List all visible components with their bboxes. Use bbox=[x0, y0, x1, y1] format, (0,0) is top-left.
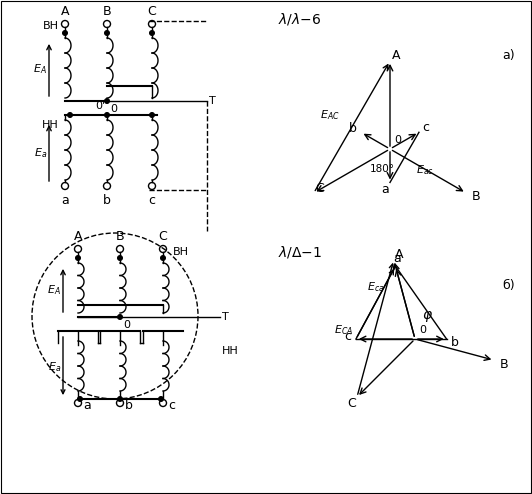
Text: c: c bbox=[344, 329, 352, 342]
Text: c: c bbox=[168, 399, 175, 412]
Text: A: A bbox=[395, 248, 403, 261]
Text: b: b bbox=[103, 194, 111, 207]
Text: B: B bbox=[115, 230, 124, 243]
Circle shape bbox=[78, 397, 82, 401]
Circle shape bbox=[63, 31, 68, 35]
Text: 0: 0 bbox=[110, 104, 117, 114]
Circle shape bbox=[161, 256, 165, 260]
Circle shape bbox=[105, 31, 109, 35]
Text: c: c bbox=[148, 194, 155, 207]
Text: $\varphi$: $\varphi$ bbox=[421, 310, 433, 325]
Text: a: a bbox=[381, 183, 389, 196]
Text: $\lambda/\lambda{-}6$: $\lambda/\lambda{-}6$ bbox=[278, 11, 321, 27]
Circle shape bbox=[105, 113, 109, 117]
Text: C: C bbox=[159, 230, 168, 243]
Circle shape bbox=[76, 256, 80, 260]
Text: T: T bbox=[209, 96, 216, 106]
Text: B: B bbox=[472, 191, 480, 204]
Text: C: C bbox=[347, 398, 356, 411]
Text: A: A bbox=[61, 5, 69, 18]
Text: a: a bbox=[83, 399, 91, 412]
Text: б): б) bbox=[502, 279, 515, 292]
Text: a: a bbox=[61, 194, 69, 207]
Text: A: A bbox=[74, 230, 82, 243]
Circle shape bbox=[149, 113, 154, 117]
Text: $E_a$: $E_a$ bbox=[48, 360, 61, 374]
Circle shape bbox=[118, 256, 122, 260]
Text: HH: HH bbox=[42, 120, 59, 130]
Circle shape bbox=[118, 397, 122, 401]
Text: 0: 0 bbox=[123, 320, 130, 330]
Text: $E_{ac}$: $E_{ac}$ bbox=[417, 164, 435, 177]
Text: b: b bbox=[349, 122, 357, 135]
Text: $\lambda/\Delta{-}1$: $\lambda/\Delta{-}1$ bbox=[278, 244, 322, 260]
Text: 0': 0' bbox=[95, 101, 105, 111]
Text: 0: 0 bbox=[394, 135, 401, 145]
Text: $E_{CA}$: $E_{CA}$ bbox=[334, 324, 353, 337]
Circle shape bbox=[68, 113, 72, 117]
Text: $E_{ca}$: $E_{ca}$ bbox=[367, 280, 385, 293]
Text: BH: BH bbox=[173, 247, 189, 257]
Text: 180°: 180° bbox=[370, 164, 395, 174]
Text: $E_A$: $E_A$ bbox=[47, 283, 61, 297]
Text: B: B bbox=[500, 358, 509, 370]
Circle shape bbox=[105, 99, 109, 103]
Text: $E_A$: $E_A$ bbox=[33, 63, 47, 77]
Text: C: C bbox=[315, 181, 324, 195]
Text: BH: BH bbox=[43, 21, 59, 31]
Text: a: a bbox=[394, 251, 401, 265]
Text: C: C bbox=[147, 5, 156, 18]
Text: $E_a$: $E_a$ bbox=[34, 146, 47, 160]
Circle shape bbox=[159, 397, 163, 401]
Text: b: b bbox=[125, 399, 133, 412]
Text: B: B bbox=[103, 5, 111, 18]
Text: a): a) bbox=[502, 49, 515, 62]
Text: HH: HH bbox=[222, 346, 239, 356]
Circle shape bbox=[118, 315, 122, 319]
Circle shape bbox=[149, 31, 154, 35]
Text: T: T bbox=[222, 312, 229, 322]
Text: 0: 0 bbox=[419, 325, 426, 335]
Text: $E_{AC}$: $E_{AC}$ bbox=[320, 108, 340, 122]
Text: A: A bbox=[392, 49, 400, 63]
Text: b: b bbox=[451, 335, 459, 348]
Text: c: c bbox=[422, 121, 429, 134]
